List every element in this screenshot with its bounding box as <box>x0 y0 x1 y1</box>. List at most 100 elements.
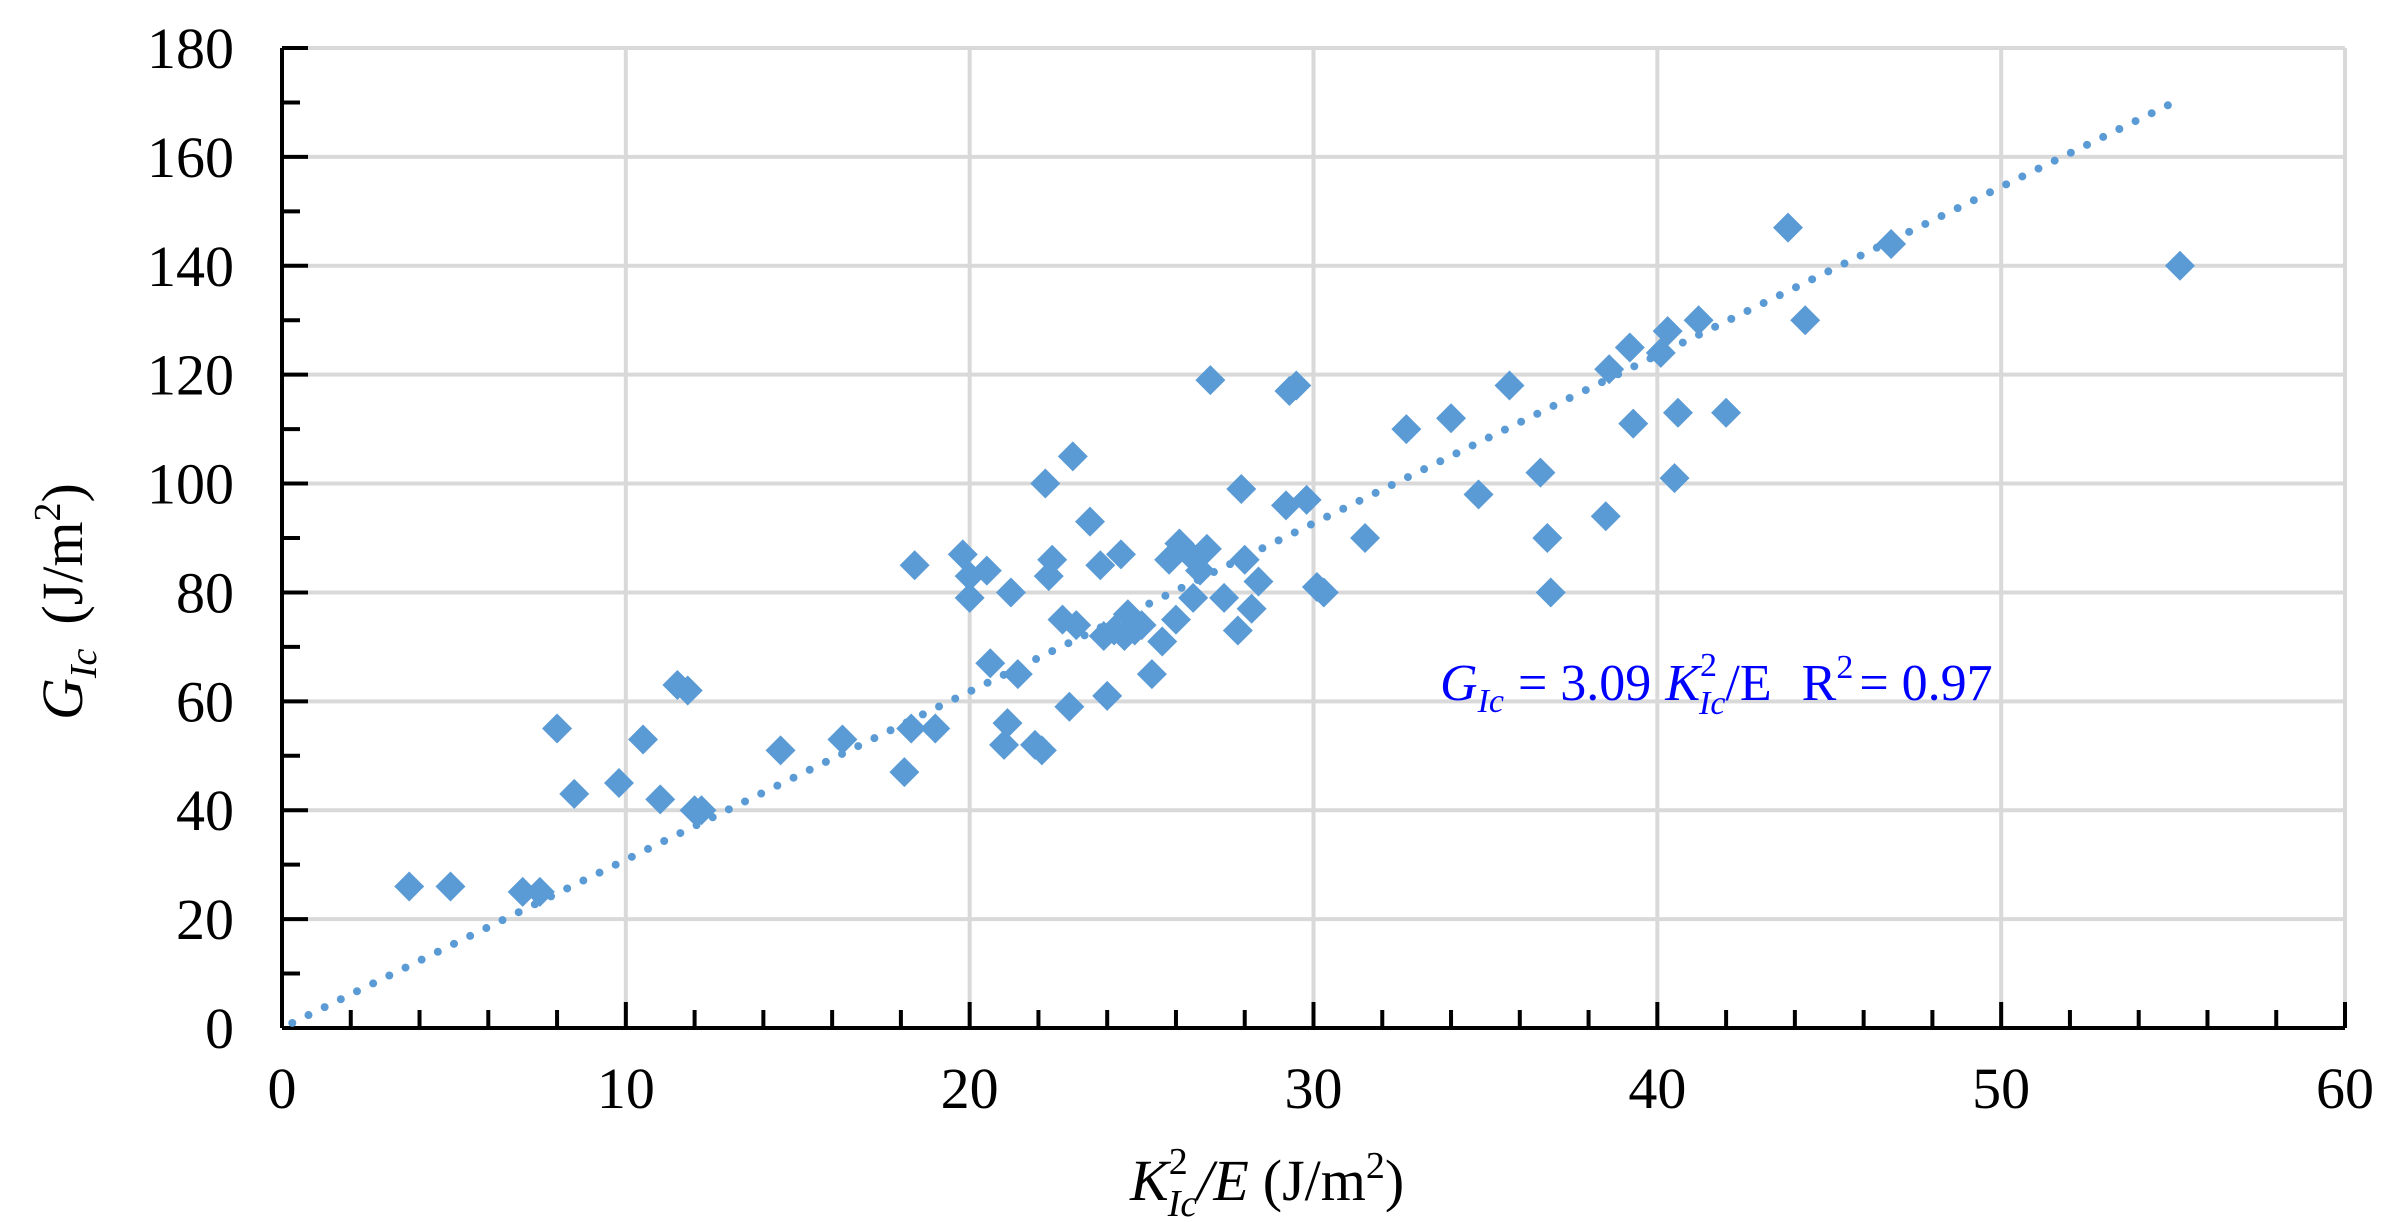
data-point <box>1270 490 1301 521</box>
data-point <box>1436 403 1467 434</box>
data-point <box>1594 354 1625 385</box>
data-point <box>1026 735 1057 766</box>
x-title-k: K <box>1129 1148 1172 1213</box>
y-tick-label: 140 <box>147 234 234 299</box>
data-point <box>896 713 927 744</box>
data-point <box>672 675 703 706</box>
y-title-units-close: ) <box>30 483 95 502</box>
y-tick-label: 180 <box>147 16 234 81</box>
data-point <box>1662 397 1693 428</box>
x-title-rest: /E <box>1194 1148 1249 1213</box>
x-tick-label: 60 <box>2316 1056 2374 1121</box>
y-title-units-sup: 2 <box>27 502 69 521</box>
data-point <box>603 768 634 798</box>
data-point <box>1229 544 1260 575</box>
y-tick-labels: 0 20 40 60 80 100 120 140 160 180 <box>147 16 234 1061</box>
data-point <box>765 735 796 766</box>
x-tick-label: 30 <box>1285 1056 1343 1121</box>
eq-k-sub: Ic <box>1698 685 1725 722</box>
data-point <box>1494 370 1525 401</box>
data-point <box>394 871 425 902</box>
data-point <box>1037 544 1068 575</box>
data-point <box>827 724 858 755</box>
data-point <box>524 876 555 907</box>
data-points <box>394 212 2195 907</box>
eq-k-sup: 2 <box>1700 647 1717 684</box>
x-title-units: (J/m <box>1263 1148 1366 1213</box>
data-point <box>1659 463 1690 494</box>
eq-k: K <box>1664 655 1702 712</box>
eq-lhs-sub: Ic <box>1477 683 1504 720</box>
eq-r2: R <box>1802 655 1837 712</box>
y-tick-label: 0 <box>205 996 234 1061</box>
y-tick-label: 20 <box>176 887 234 952</box>
x-tick-label: 50 <box>1972 1056 2030 1121</box>
data-point <box>1136 659 1167 690</box>
x-title-sub: Ic <box>1167 1183 1198 1225</box>
x-title-sup: 2 <box>1169 1141 1188 1183</box>
data-point <box>1147 626 1178 657</box>
data-point <box>1160 604 1191 635</box>
data-point <box>1350 523 1381 553</box>
data-point <box>1876 229 1907 259</box>
data-point <box>1054 691 1085 722</box>
data-point <box>507 876 538 907</box>
data-point <box>645 784 676 815</box>
x-title-units-sup: 2 <box>1366 1145 1385 1187</box>
data-point <box>1126 610 1157 641</box>
data-point <box>1002 659 1033 690</box>
x-title-units-close: ) <box>1385 1148 1404 1213</box>
data-point <box>989 729 1020 760</box>
data-point <box>1236 593 1267 624</box>
eq-r2-sup: 2 <box>1836 649 1853 686</box>
data-point <box>1105 539 1136 570</box>
grid <box>282 46 2347 1028</box>
data-point <box>2164 250 2195 281</box>
data-point <box>1191 533 1222 564</box>
y-title-sub: Ic <box>63 648 105 679</box>
data-point <box>628 724 659 755</box>
trendline-path <box>288 98 2178 1027</box>
data-point <box>435 871 466 902</box>
data-point <box>1535 577 1566 608</box>
x-tick-label: 40 <box>1628 1056 1686 1121</box>
data-point <box>1075 506 1106 537</box>
data-point <box>1463 479 1494 510</box>
data-point <box>1683 305 1714 336</box>
data-point <box>1652 316 1683 347</box>
eq-coef: = 3.09 <box>1518 655 1651 712</box>
data-point <box>1085 550 1116 581</box>
data-point <box>1222 615 1253 646</box>
y-tick-label: 120 <box>147 343 234 408</box>
data-point <box>1226 474 1257 504</box>
data-point <box>1711 397 1742 428</box>
data-point <box>686 795 717 826</box>
eq-r2-value: = 0.97 <box>1859 655 1992 712</box>
y-tick-label: 100 <box>147 452 234 517</box>
data-point <box>1057 441 1088 472</box>
data-point <box>1532 523 1563 553</box>
data-point <box>1525 457 1556 488</box>
data-point <box>1178 582 1209 613</box>
y-axis-title: GIc (J/m2) <box>27 483 105 720</box>
y-tick-label: 80 <box>176 560 234 625</box>
y-title-units: (J/m <box>30 521 95 624</box>
data-point <box>1291 484 1322 515</box>
data-point <box>1030 468 1061 499</box>
data-point <box>1061 610 1092 641</box>
x-tick-label: 20 <box>941 1056 999 1121</box>
axes <box>280 46 2347 1030</box>
equation-annotation: GIc = 3.09 K2 Ic/E R2 = 0.97 <box>1440 647 1993 722</box>
data-point <box>542 713 573 744</box>
eq-rest: /E <box>1725 655 1771 712</box>
data-point <box>1618 408 1649 439</box>
x-tick-label: 10 <box>597 1056 655 1121</box>
data-point <box>1391 414 1422 445</box>
x-tick-label: 0 <box>268 1056 297 1121</box>
data-point <box>1614 332 1645 363</box>
data-point <box>992 708 1023 739</box>
data-point <box>1209 582 1240 613</box>
data-point <box>1308 577 1339 608</box>
trendline <box>288 98 2178 1027</box>
